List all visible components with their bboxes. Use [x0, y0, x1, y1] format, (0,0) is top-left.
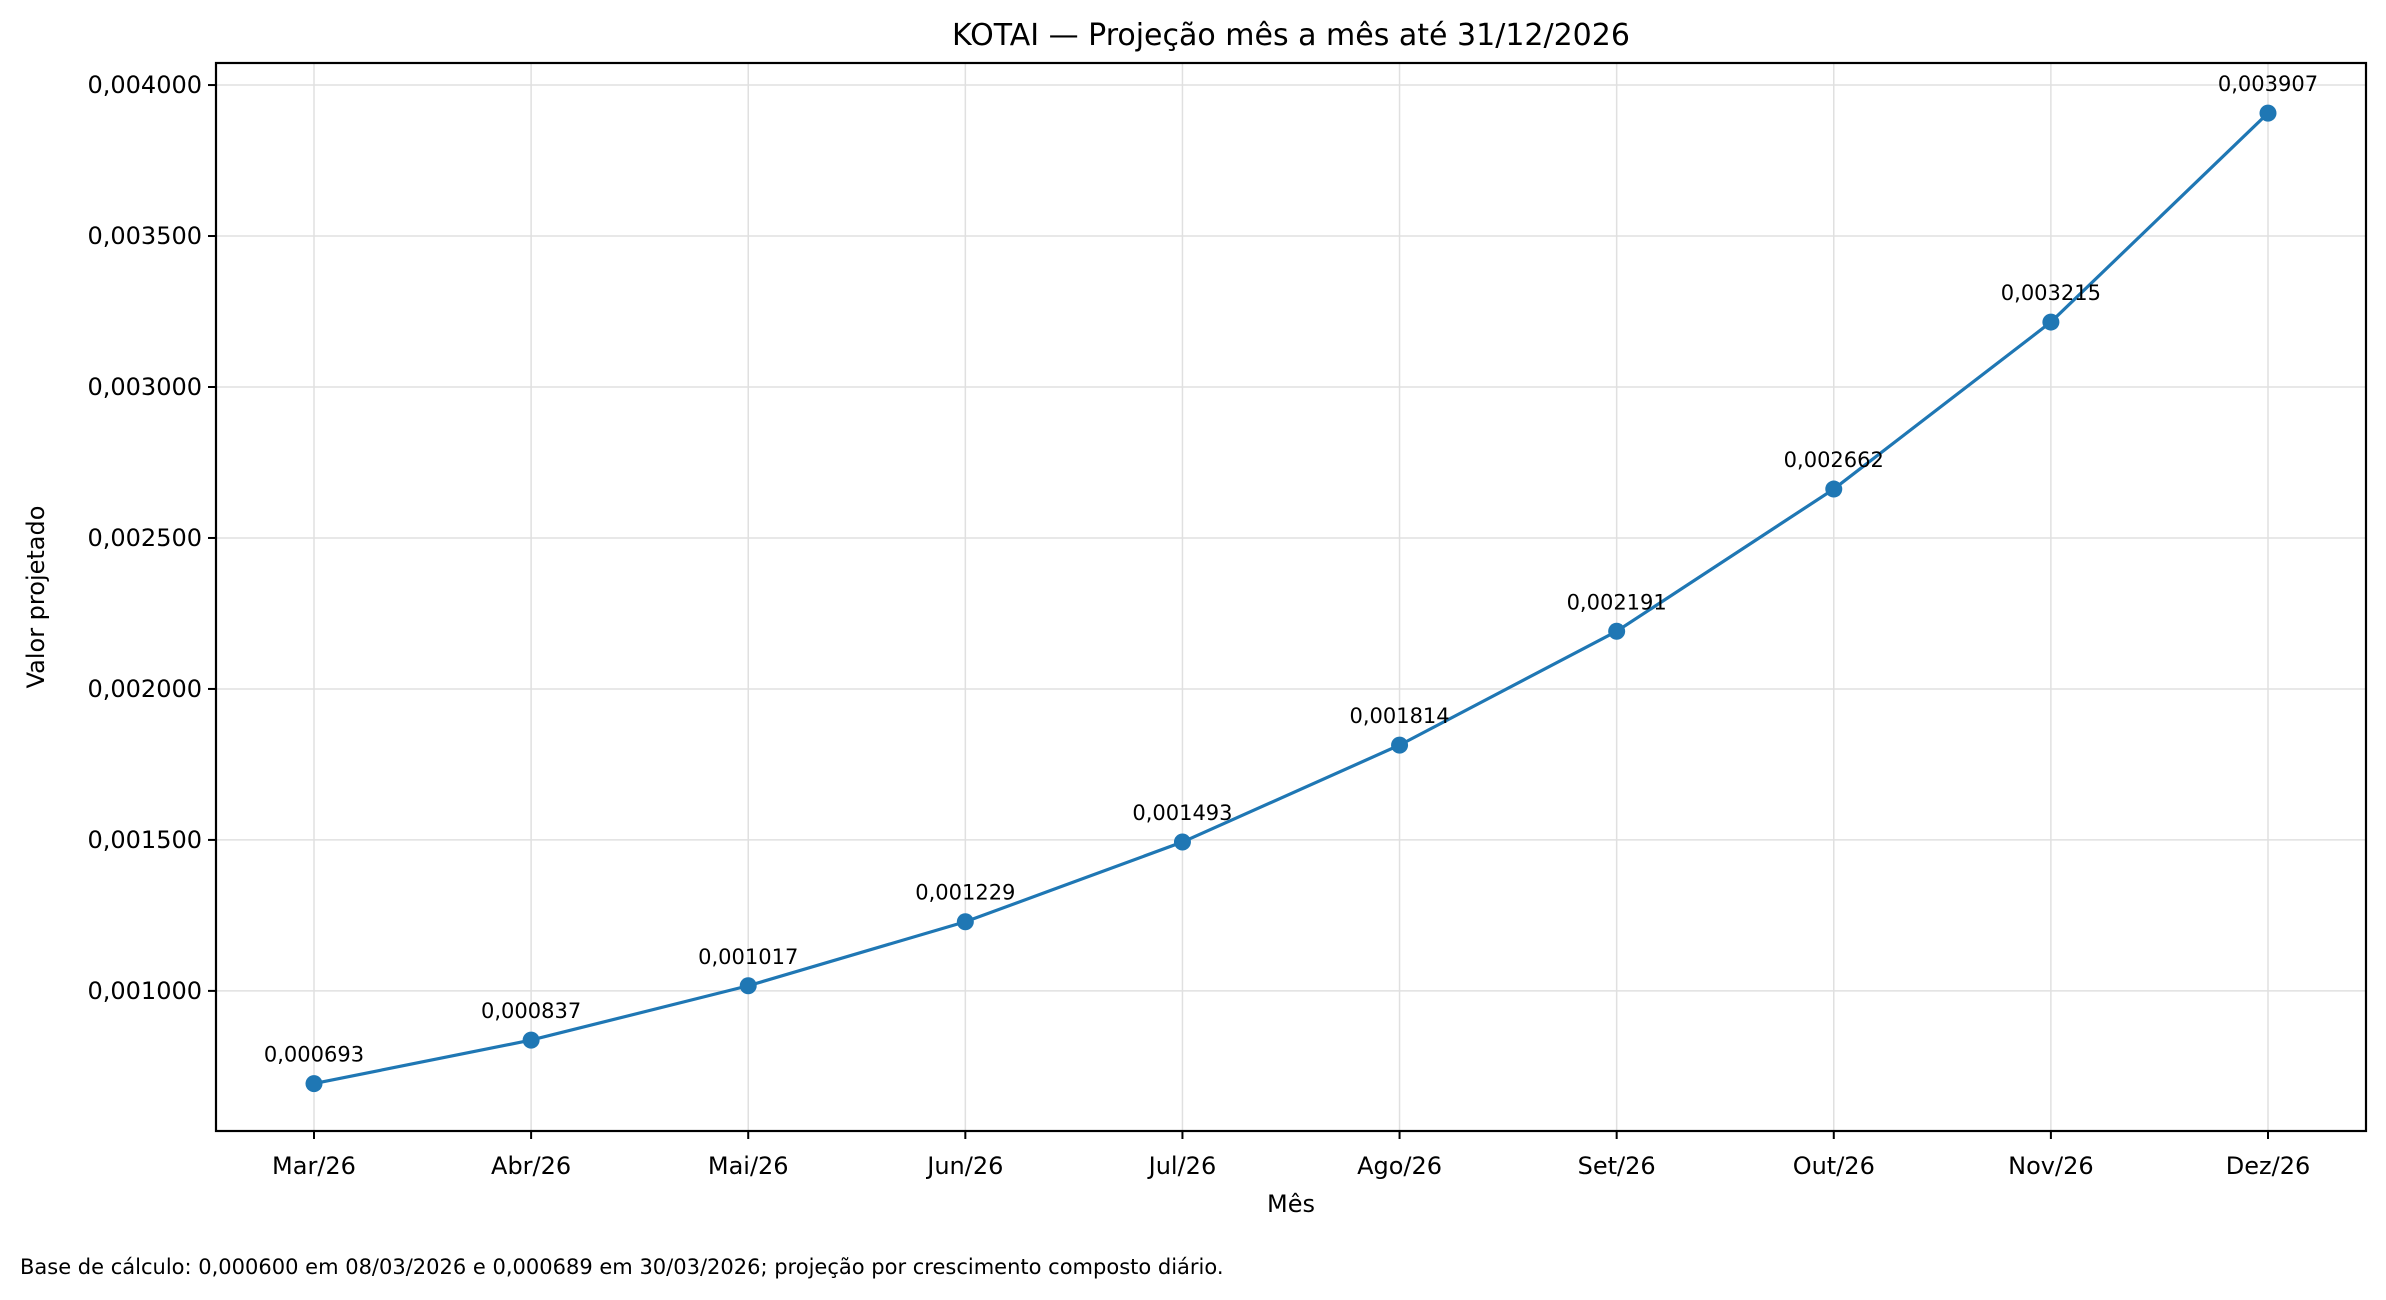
y-tick-label: 0,002500 — [87, 524, 202, 552]
data-point — [956, 913, 974, 931]
data-label: 0,000837 — [481, 999, 581, 1023]
footnote: Base de cálculo: 0,000600 em 08/03/2026 … — [20, 1255, 1224, 1279]
chart-title: KOTAI — Projeção mês a mês até 31/12/202… — [952, 18, 1630, 53]
data-point — [522, 1031, 540, 1049]
x-tick-label: Ago/26 — [1357, 1152, 1442, 1180]
y-axis: 0,001000 0,001500 0,002000 0,002500 0,003000… — [87, 71, 216, 1005]
data-label: 0,003215 — [2001, 281, 2101, 305]
data-point — [1391, 736, 1409, 754]
x-tick-label: Abr/26 — [491, 1152, 571, 1180]
data-series: 0,000693 0,000837 0,001017 0,001229 0,001493… — [264, 72, 2318, 1093]
plot-frame — [214, 61, 2368, 1133]
data-label: 0,002191 — [1567, 590, 1667, 614]
data-point — [2259, 104, 2277, 122]
x-tick-label: Jul/26 — [1147, 1152, 1217, 1180]
data-point — [1825, 480, 1843, 498]
data-point — [2042, 313, 2060, 331]
data-point — [305, 1075, 323, 1093]
y-tick-label: 0,001500 — [87, 826, 202, 854]
x-tick-label: Dez/26 — [2226, 1152, 2310, 1180]
data-label: 0,002662 — [1784, 448, 1884, 472]
x-axis-label: Mês — [1267, 1190, 1315, 1218]
data-label: 0,001229 — [915, 881, 1015, 905]
x-tick-label: Mar/26 — [272, 1152, 356, 1180]
y-tick-label: 0,003500 — [87, 222, 202, 250]
x-tick-label: Jun/26 — [925, 1152, 1003, 1180]
data-label: 0,001814 — [1349, 704, 1449, 728]
y-axis-label: Valor projetado — [22, 506, 50, 689]
series-line — [313, 111, 2270, 1086]
data-label: 0,001017 — [698, 945, 798, 969]
grid — [216, 63, 2366, 1131]
x-tick-label: Mai/26 — [708, 1152, 789, 1180]
x-tick-label: Set/26 — [1578, 1152, 1656, 1180]
x-axis: Mar/26 Abr/26 Mai/26 Jun/26 Jul/26 Ago/26 Set/… — [272, 1131, 2310, 1180]
y-tick-label: 0,004000 — [87, 71, 202, 99]
data-label: 0,000693 — [264, 1043, 364, 1067]
data-point — [1608, 622, 1626, 640]
x-tick-label: Nov/26 — [2008, 1152, 2093, 1180]
data-label: 0,001493 — [1132, 801, 1232, 825]
data-point — [739, 977, 757, 995]
y-tick-label: 0,002000 — [87, 675, 202, 703]
y-tick-label: 0,003000 — [87, 373, 202, 401]
data-label: 0,003907 — [2218, 72, 2318, 96]
data-point — [1173, 833, 1191, 851]
x-tick-label: Out/26 — [1793, 1152, 1875, 1180]
y-tick-label: 0,001000 — [87, 977, 202, 1005]
